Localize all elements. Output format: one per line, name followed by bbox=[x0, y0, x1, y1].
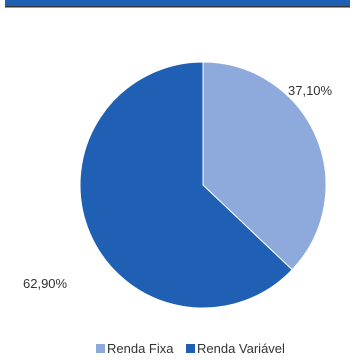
data-label-renda-fixa: 37,10% bbox=[288, 83, 333, 98]
pie-slices bbox=[79, 61, 327, 309]
pie-slice-renda-fixa bbox=[202, 61, 327, 271]
legend-swatch-renda-fixa bbox=[96, 344, 105, 353]
top-rule bbox=[5, 6, 350, 8]
legend: Renda Fixa Renda Variável bbox=[96, 341, 285, 356]
legend-swatch-renda-variavel bbox=[186, 344, 195, 353]
pie-slice-renda-variavel bbox=[79, 61, 293, 309]
data-label-renda-variavel: 62,90% bbox=[23, 276, 68, 291]
legend-label-renda-fixa: Renda Fixa bbox=[107, 341, 174, 356]
top-banner bbox=[5, 0, 350, 6]
legend-label-renda-variavel: Renda Variável bbox=[197, 341, 285, 356]
